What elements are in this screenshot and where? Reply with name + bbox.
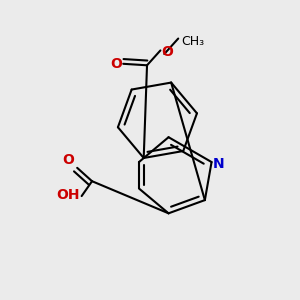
Text: CH₃: CH₃ bbox=[181, 35, 204, 48]
Text: O: O bbox=[110, 57, 122, 71]
Text: O: O bbox=[161, 45, 173, 59]
Text: OH: OH bbox=[56, 188, 80, 202]
Text: N: N bbox=[213, 157, 225, 170]
Text: O: O bbox=[62, 153, 74, 167]
